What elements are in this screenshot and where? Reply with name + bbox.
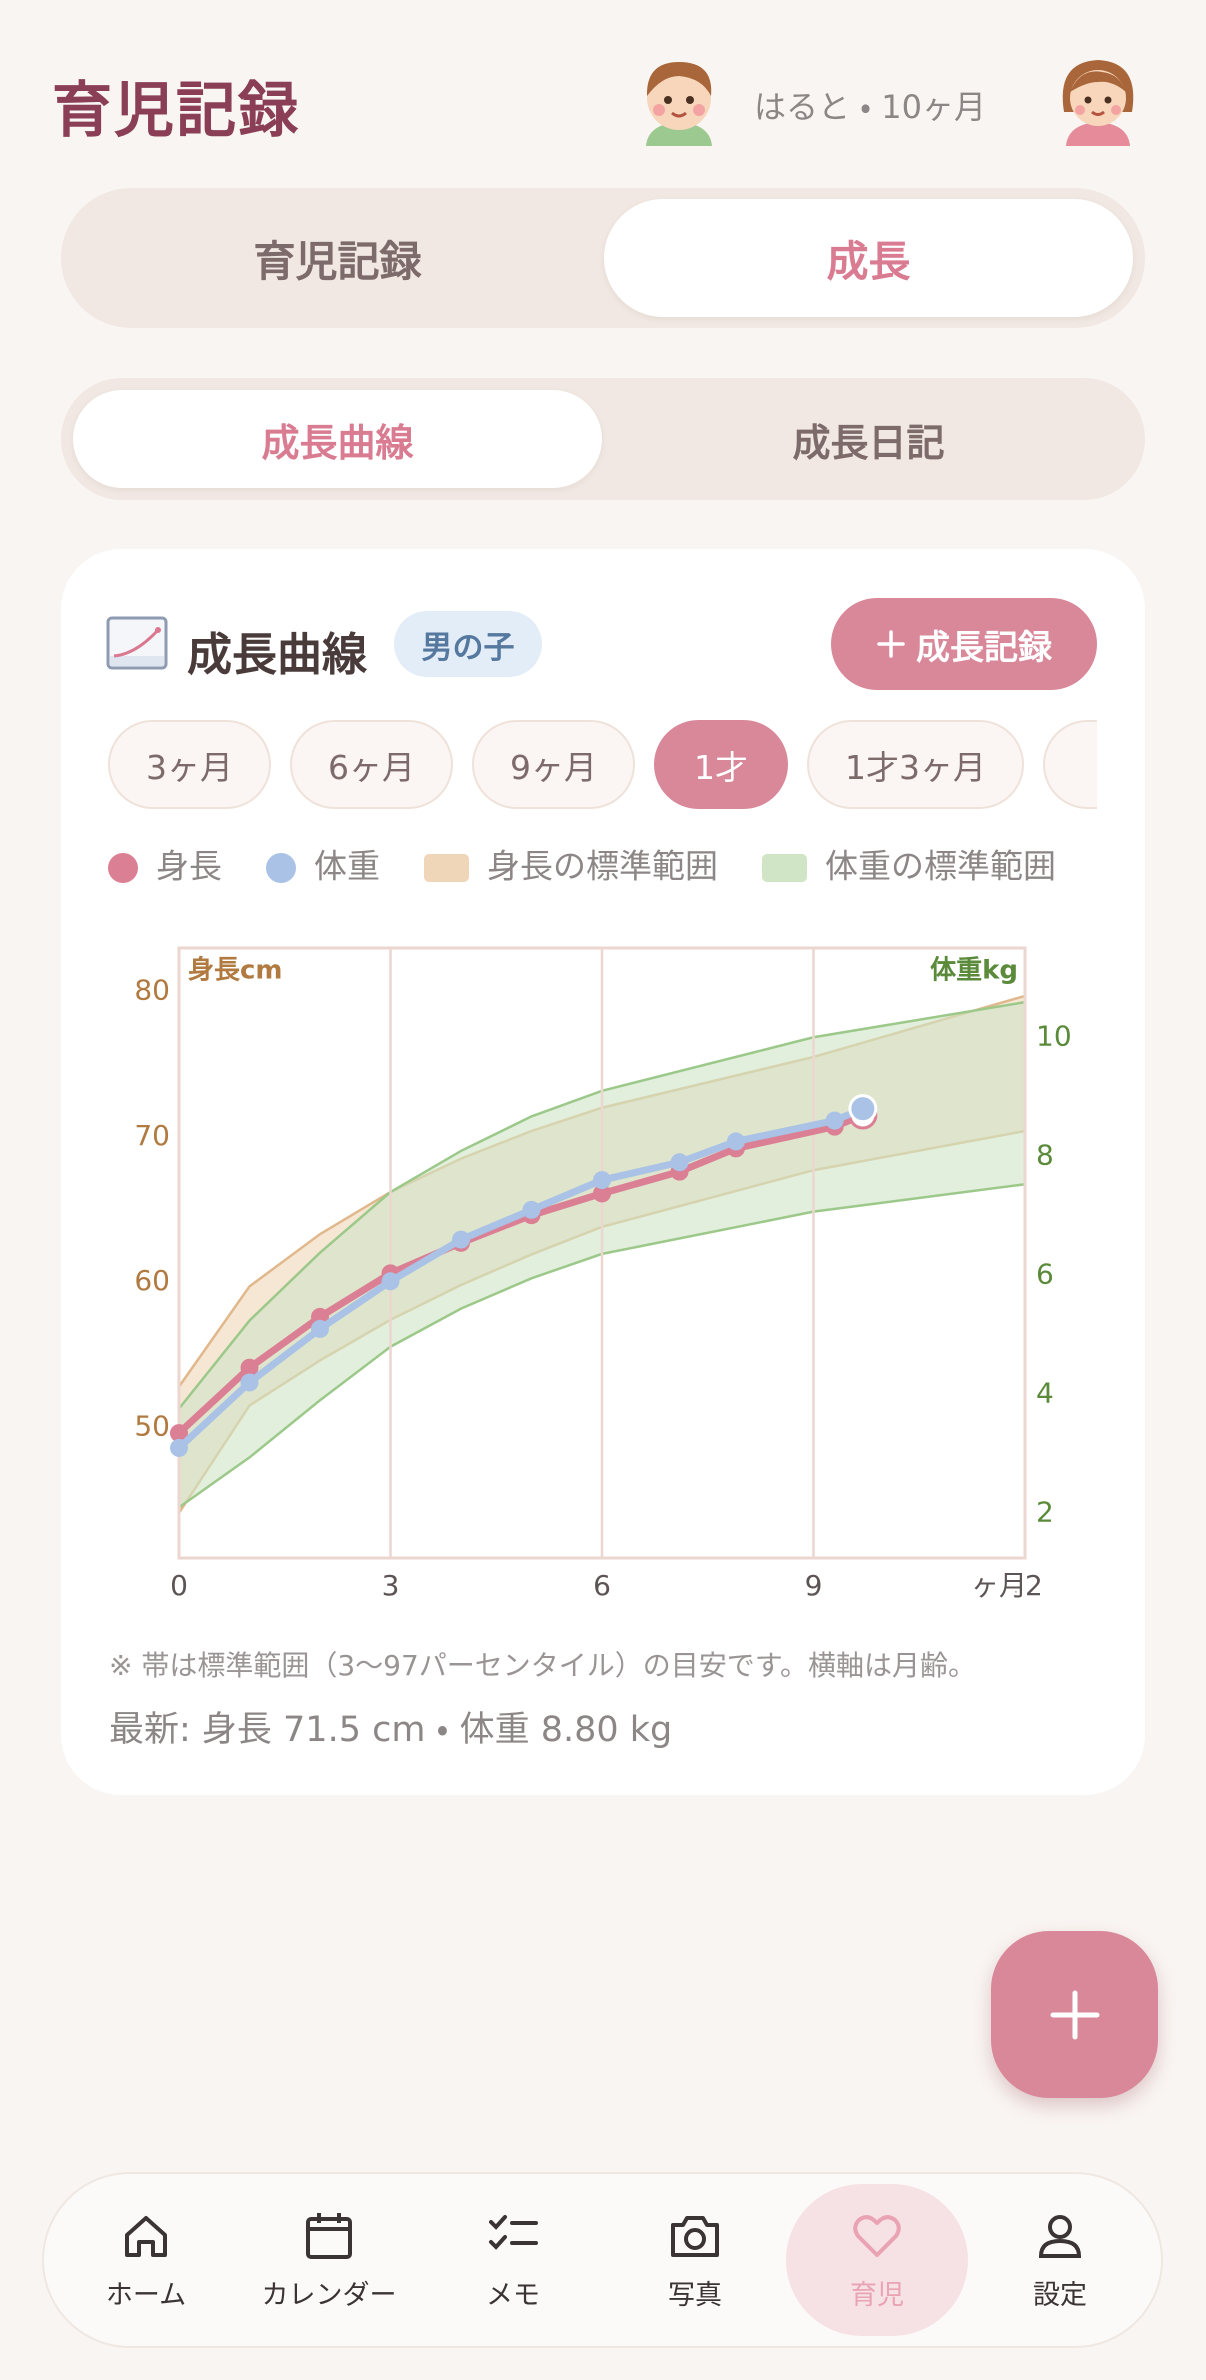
data-point: [452, 1230, 470, 1249]
app-title: 育児記録: [52, 76, 300, 146]
x-tick-label: 9: [805, 1569, 823, 1602]
nav-label: 写真: [668, 2279, 722, 2311]
user-icon: [1038, 2214, 1082, 2258]
y2-tick-label: 6: [1036, 1257, 1054, 1290]
band-edge: [178, 1183, 1026, 1509]
period-chips: 3ヶ月 6ヶ月 9ヶ月 1才 1才3ヶ月: [108, 720, 1097, 809]
nav-label: カレンダー: [261, 2279, 397, 2311]
legend-label: 体重の標準範囲: [825, 847, 1056, 886]
child-info: はると ・ 10ヶ月: [754, 88, 986, 126]
nav-item[interactable]: ホーム: [55, 2184, 237, 2336]
chart-icon: [106, 616, 168, 670]
y-tick-label: 60: [134, 1264, 170, 1297]
gender-badge: 男の子: [394, 611, 542, 677]
legend-marker: [108, 853, 138, 883]
y2-axis-label: 体重kg: [930, 956, 1018, 986]
add-record-button[interactable]: 成長記録: [831, 598, 1097, 690]
x-tick-label: 12: [1007, 1569, 1043, 1602]
main-tab[interactable]: 成長: [604, 199, 1133, 317]
nav-item[interactable]: 設定: [969, 2184, 1151, 2336]
data-point: [522, 1200, 541, 1219]
add-record-label: 成長記録: [916, 627, 1052, 668]
x-axis-label: ヶ月: [971, 1569, 1027, 1602]
y-tick-label: 50: [134, 1409, 170, 1442]
data-point: [825, 1111, 844, 1130]
chart-note: ※ 帯は標準範囲（3〜97パーセンタイル）の目安です。横軸は月齢。: [109, 1649, 977, 1682]
nav-item[interactable]: カレンダー: [238, 2184, 420, 2336]
y2-tick-label: 2: [1036, 1495, 1054, 1528]
data-point: [381, 1272, 400, 1291]
legend-label: 身長の標準範囲: [487, 847, 718, 886]
x-tick-label: 0: [170, 1569, 188, 1602]
legend-marker: [762, 854, 807, 882]
period-chip[interactable]: 3ヶ月: [108, 720, 271, 809]
band-edge: [178, 1000, 1026, 1410]
latest-point: [848, 1094, 878, 1124]
legend-marker: [266, 853, 296, 883]
data-point: [593, 1184, 611, 1203]
period-chip[interactable]: 6ヶ月: [290, 720, 453, 809]
x-tick-label: 3: [382, 1569, 400, 1602]
y2-tick-label: 8: [1036, 1138, 1054, 1171]
data-point: [240, 1373, 259, 1392]
data-point: [311, 1319, 329, 1338]
y2-tick-label: 4: [1036, 1376, 1054, 1409]
nav-item[interactable]: メモ: [422, 2184, 604, 2336]
data-point: [240, 1358, 259, 1377]
data-point: [670, 1153, 689, 1172]
calendar-icon: [306, 2212, 352, 2259]
sub-tab[interactable]: 成長曲線: [73, 390, 602, 488]
fab-plus-icon: [1050, 1990, 1099, 2039]
legend-label: 体重: [314, 847, 380, 886]
nav-label: 育児: [850, 2279, 904, 2311]
heart-icon: [853, 2214, 901, 2257]
latest-measurement: 最新: 身長 71.5 cm ・ 体重 8.80 kg: [109, 1710, 673, 1750]
legend-label: 身長: [156, 847, 222, 886]
home-icon: [125, 2215, 167, 2257]
y-tick-label: 80: [134, 974, 170, 1007]
memo-icon: [489, 2214, 538, 2250]
child-avatar[interactable]: [632, 50, 726, 146]
period-chip[interactable]: 1才3ヶ月: [807, 720, 1024, 809]
card-title: 成長曲線: [187, 628, 368, 681]
nav-label: 設定: [1033, 2279, 1087, 2311]
y-tick-label: 70: [134, 1119, 170, 1152]
sub-tab[interactable]: 成長日記: [792, 420, 945, 465]
bottom-nav: [42, 2172, 1163, 2348]
camera-icon: [671, 2215, 719, 2257]
legend-marker: [424, 854, 469, 882]
nav-label: ホーム: [105, 2279, 187, 2311]
plus-icon: [877, 630, 905, 658]
y2-tick-label: 10: [1036, 1019, 1072, 1052]
nav-label: メモ: [486, 2279, 540, 2311]
add-fab[interactable]: [991, 1931, 1158, 2098]
period-chip[interactable]: 1才: [654, 720, 788, 809]
parent-avatar[interactable]: [1050, 50, 1146, 146]
data-point: [170, 1424, 188, 1443]
nav-item[interactable]: 写真: [604, 2184, 786, 2336]
nav-item[interactable]: 育児: [786, 2184, 968, 2336]
data-point: [593, 1171, 611, 1190]
y-axis-label: 身長cm: [188, 956, 283, 986]
main-tab[interactable]: 育児記録: [253, 236, 422, 286]
x-tick-label: 6: [593, 1569, 611, 1602]
period-chip[interactable]: 9ヶ月: [472, 720, 635, 809]
data-point: [170, 1438, 188, 1457]
data-point: [726, 1132, 745, 1151]
